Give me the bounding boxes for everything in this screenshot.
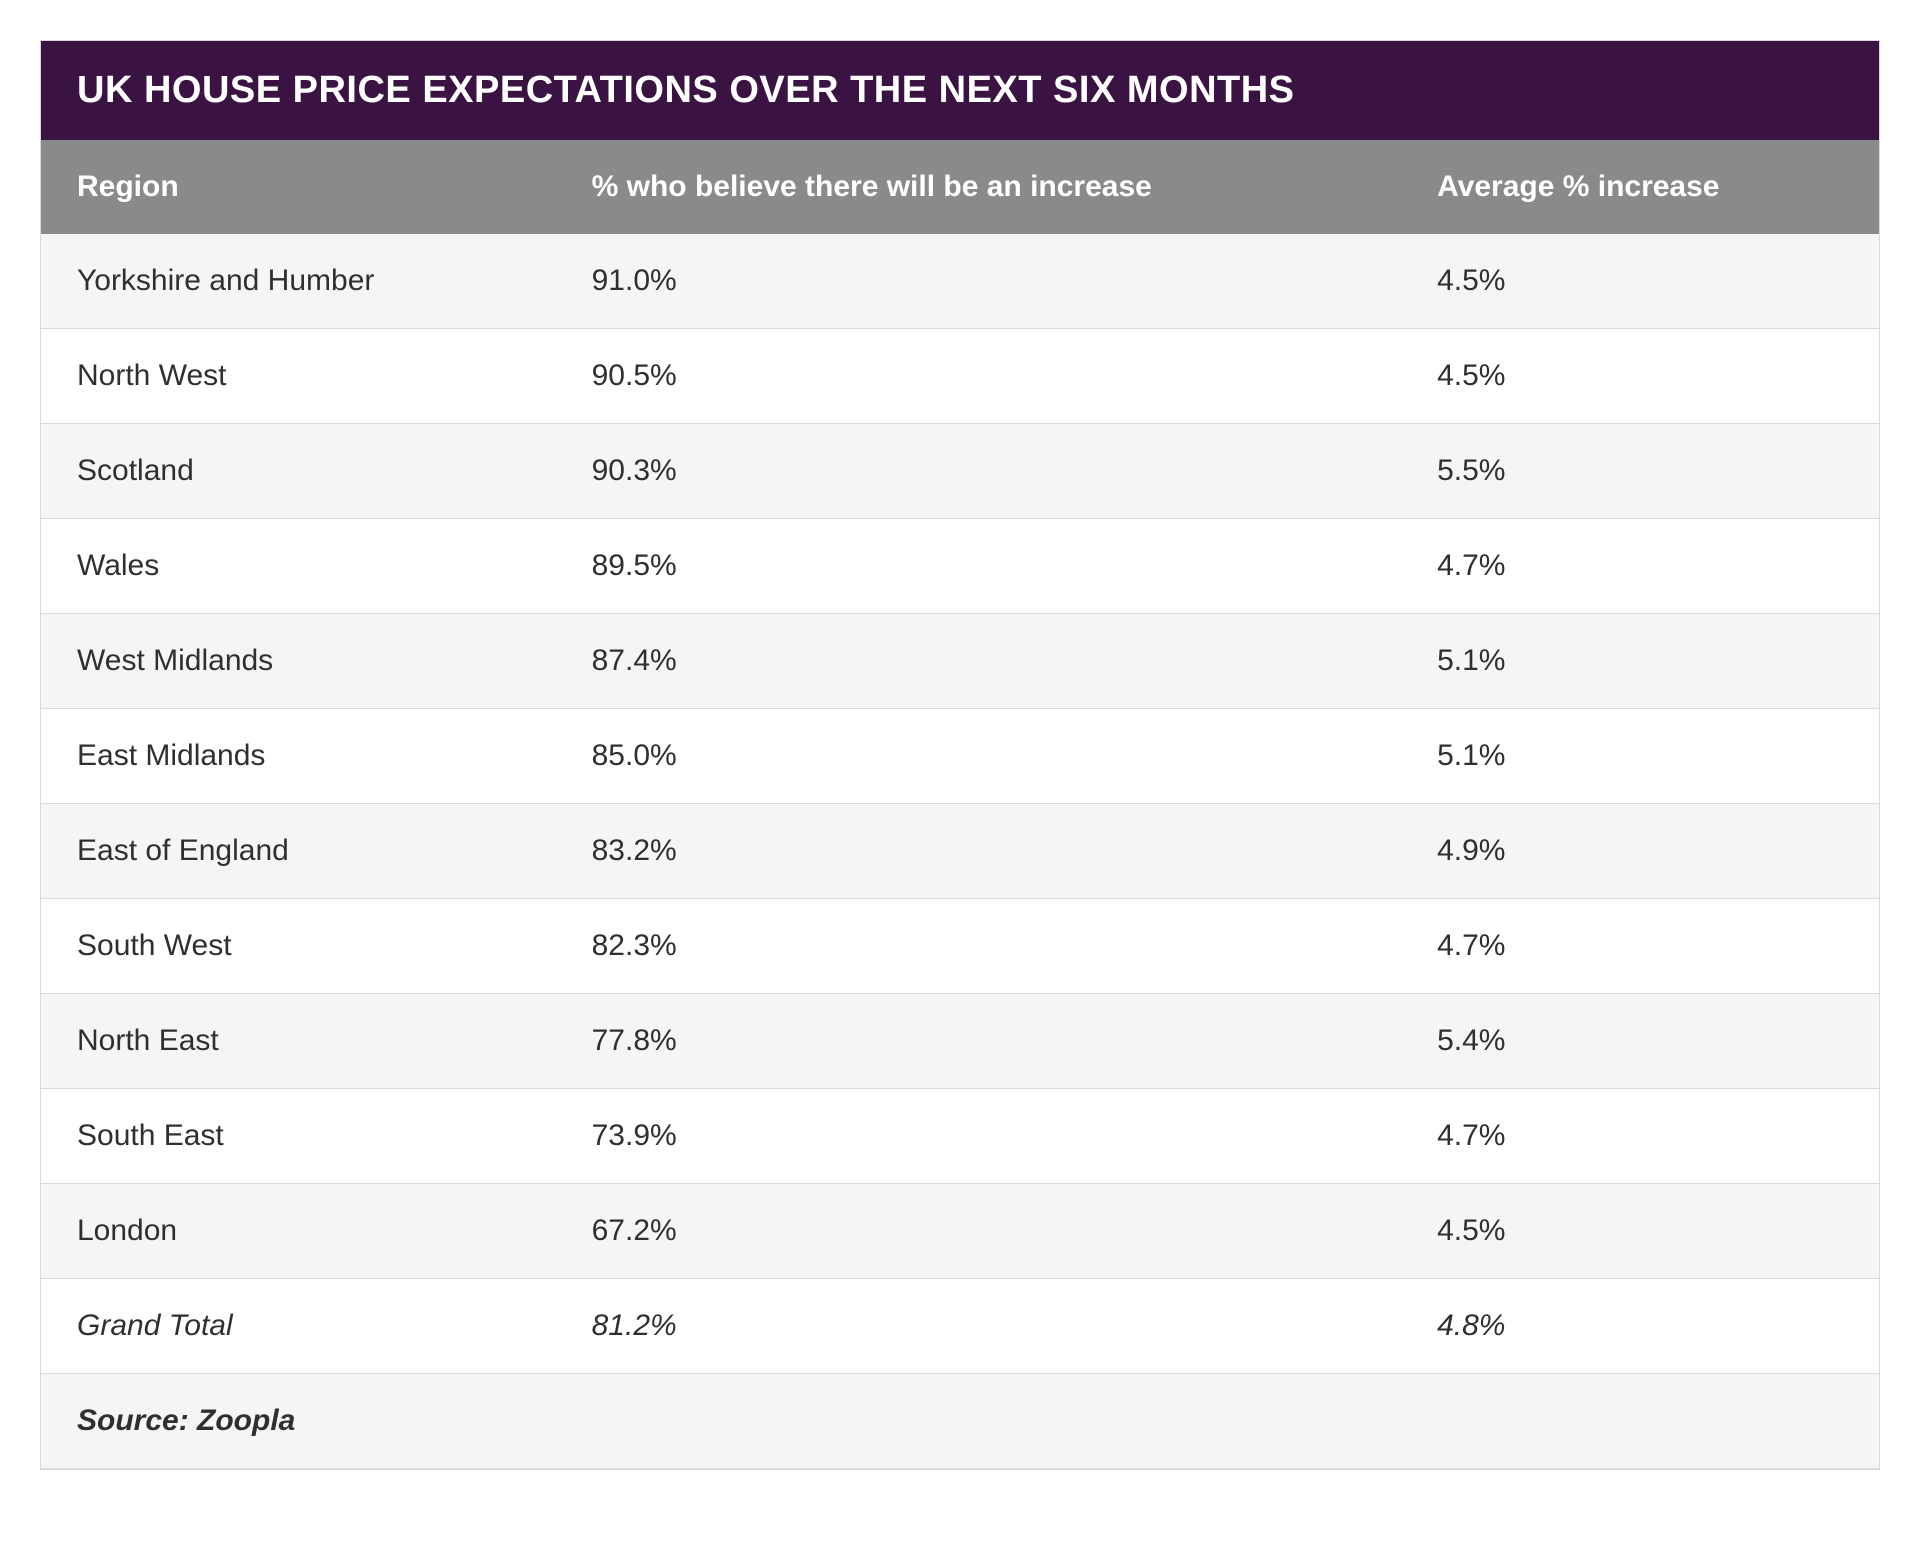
cell-region: West Midlands	[41, 614, 556, 708]
cell-avg: 5.5%	[1401, 424, 1879, 518]
cell-region: South West	[41, 899, 556, 993]
table-row: North East77.8%5.4%	[41, 994, 1879, 1089]
table-source: Source: Zoopla	[41, 1374, 1879, 1469]
cell-region: North West	[41, 329, 556, 423]
table-row: East of England83.2%4.9%	[41, 804, 1879, 899]
cell-believe: 83.2%	[556, 804, 1401, 898]
total-avg: 4.8%	[1401, 1279, 1879, 1373]
cell-avg: 4.5%	[1401, 329, 1879, 423]
cell-believe: 77.8%	[556, 994, 1401, 1088]
cell-believe: 85.0%	[556, 709, 1401, 803]
table-row: Scotland90.3%5.5%	[41, 424, 1879, 519]
price-expectations-table: UK HOUSE PRICE EXPECTATIONS OVER THE NEX…	[40, 40, 1880, 1470]
total-region: Grand Total	[41, 1279, 556, 1373]
table-row: Wales89.5%4.7%	[41, 519, 1879, 614]
table-row: London67.2%4.5%	[41, 1184, 1879, 1279]
cell-region: East Midlands	[41, 709, 556, 803]
cell-believe: 73.9%	[556, 1089, 1401, 1183]
table-total-row: Grand Total 81.2% 4.8%	[41, 1279, 1879, 1374]
table-row: Yorkshire and Humber91.0%4.5%	[41, 234, 1879, 329]
cell-avg: 4.7%	[1401, 1089, 1879, 1183]
cell-avg: 5.1%	[1401, 709, 1879, 803]
cell-believe: 89.5%	[556, 519, 1401, 613]
table-row: East Midlands85.0%5.1%	[41, 709, 1879, 804]
cell-region: London	[41, 1184, 556, 1278]
col-header-believe: % who believe there will be an increase	[556, 140, 1401, 234]
cell-believe: 87.4%	[556, 614, 1401, 708]
cell-believe: 90.5%	[556, 329, 1401, 423]
cell-believe: 82.3%	[556, 899, 1401, 993]
table-row: South West82.3%4.7%	[41, 899, 1879, 994]
table-header-row: Region % who believe there will be an in…	[41, 140, 1879, 234]
table-row: South East73.9%4.7%	[41, 1089, 1879, 1184]
cell-avg: 4.7%	[1401, 899, 1879, 993]
cell-avg: 4.5%	[1401, 1184, 1879, 1278]
cell-region: South East	[41, 1089, 556, 1183]
table-title: UK HOUSE PRICE EXPECTATIONS OVER THE NEX…	[41, 41, 1879, 140]
cell-region: Yorkshire and Humber	[41, 234, 556, 328]
total-believe: 81.2%	[556, 1279, 1401, 1373]
cell-region: East of England	[41, 804, 556, 898]
table-row: North West90.5%4.5%	[41, 329, 1879, 424]
table-body: Yorkshire and Humber91.0%4.5%North West9…	[41, 234, 1879, 1279]
cell-believe: 67.2%	[556, 1184, 1401, 1278]
cell-avg: 4.5%	[1401, 234, 1879, 328]
cell-avg: 5.1%	[1401, 614, 1879, 708]
cell-region: North East	[41, 994, 556, 1088]
cell-avg: 4.7%	[1401, 519, 1879, 613]
cell-avg: 4.9%	[1401, 804, 1879, 898]
col-header-region: Region	[41, 140, 556, 234]
cell-believe: 90.3%	[556, 424, 1401, 518]
cell-region: Scotland	[41, 424, 556, 518]
cell-avg: 5.4%	[1401, 994, 1879, 1088]
col-header-avg: Average % increase	[1401, 140, 1879, 234]
cell-region: Wales	[41, 519, 556, 613]
table-row: West Midlands87.4%5.1%	[41, 614, 1879, 709]
cell-believe: 91.0%	[556, 234, 1401, 328]
